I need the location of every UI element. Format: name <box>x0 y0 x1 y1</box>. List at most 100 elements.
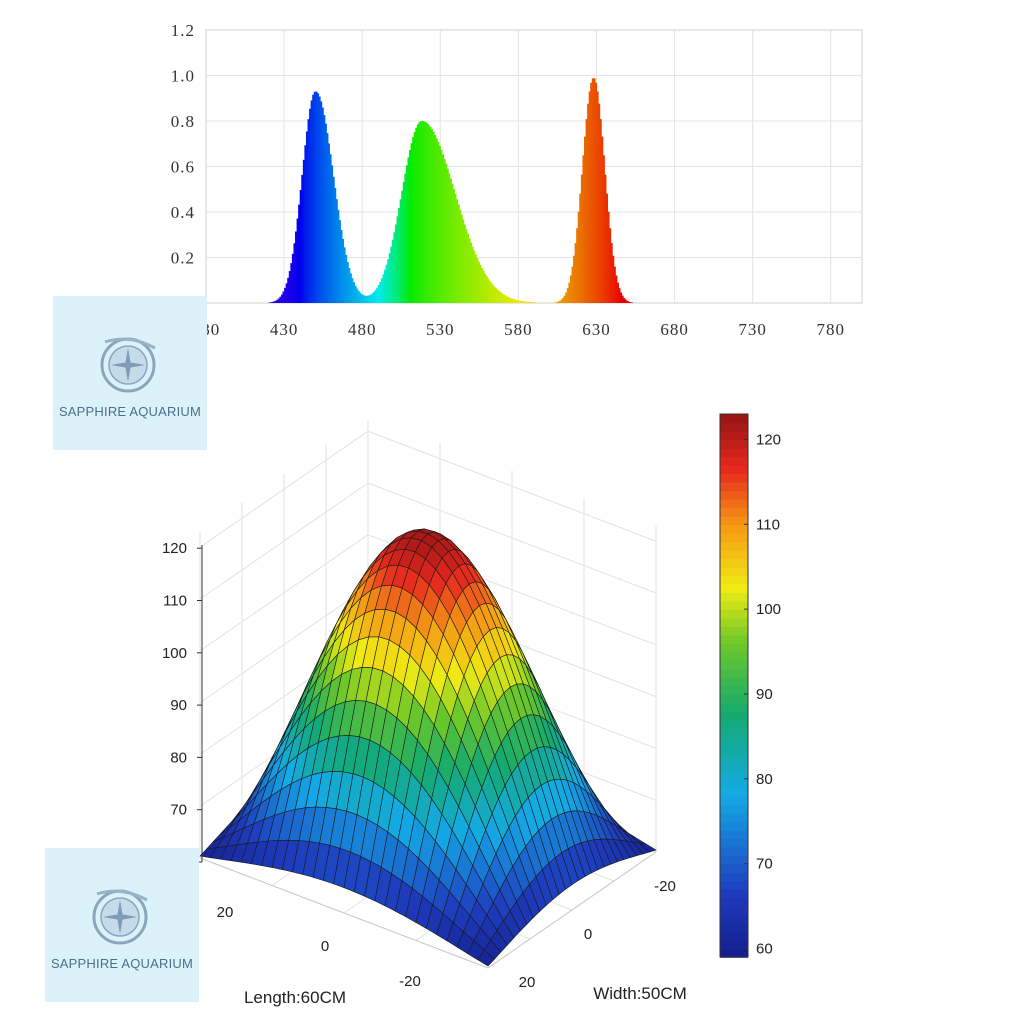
spectrum-bar <box>588 91 591 303</box>
spectrum-bar <box>401 190 404 303</box>
spectrum-bar <box>429 127 432 303</box>
colorbar-segment <box>720 490 748 500</box>
spectrum-bar <box>435 138 438 303</box>
colorbar-segment <box>720 600 748 610</box>
spectrum-bar <box>379 281 382 303</box>
spectrum-bar <box>488 280 491 303</box>
spectrum-bar <box>451 183 454 303</box>
colorbar-segment <box>720 609 748 619</box>
colorbar-segment <box>720 821 748 831</box>
spectrum-bar <box>490 282 493 303</box>
colorbar-segment <box>720 430 748 441</box>
spectrum-bar <box>384 269 387 303</box>
colorbar-segment <box>720 863 748 873</box>
spectrum-bar <box>494 288 498 303</box>
colorbar-segment <box>720 787 748 797</box>
spectrum-bar <box>616 282 619 303</box>
spectrum-bar <box>271 301 274 303</box>
width-tick-label: -20 <box>654 878 676 895</box>
spectrum-bar <box>371 293 374 303</box>
spectrum-bar <box>605 193 609 303</box>
spectrum-bar <box>346 261 349 303</box>
spectrum-bar <box>566 288 569 303</box>
spectrum-bar <box>534 302 537 303</box>
colorbar-segment <box>720 931 748 941</box>
colorbar-segment <box>720 736 748 746</box>
spectrum-bar <box>462 219 465 303</box>
spectrum-bar <box>449 178 452 303</box>
colorbar-segment <box>720 744 748 755</box>
spectrum-bar <box>370 294 373 303</box>
spectrum-bar <box>279 296 282 303</box>
colorbar-segment <box>720 727 748 738</box>
spectrum-bar <box>316 93 320 303</box>
colorbar-segment <box>720 541 748 551</box>
spectrum-bar <box>613 266 616 303</box>
spectrum-bar <box>602 155 605 303</box>
z-tick-label: 80 <box>170 749 187 766</box>
spectrum-bar <box>471 246 474 303</box>
spectrum-bar <box>335 199 338 303</box>
spectrum-bar <box>557 301 560 303</box>
spectrum-bar <box>285 283 288 303</box>
spectrum-bar <box>493 286 496 303</box>
spectrum-bar <box>523 301 526 303</box>
spectrum-bar <box>515 299 518 303</box>
spectrum-bar <box>327 143 330 303</box>
spectrum-bar <box>507 297 510 303</box>
spectrum-bar <box>554 302 557 303</box>
spectrum-bar <box>276 299 279 303</box>
spectrum-bar <box>377 285 380 303</box>
spectrum-bar <box>388 253 391 303</box>
length-tick-label: 0 <box>321 938 329 955</box>
spectrum-bar <box>427 125 430 303</box>
spectrum-bar <box>526 301 529 303</box>
colorbar-segment <box>720 710 748 721</box>
spectrum-bar <box>571 266 574 303</box>
colorbar-segment <box>720 549 748 560</box>
spectrum-bar <box>485 276 488 303</box>
spectrum-bar <box>284 287 287 303</box>
colorbar-segment <box>720 481 748 492</box>
spectrum-bar <box>524 301 527 303</box>
spectrum-bar <box>530 302 534 303</box>
colorbar-segment <box>720 456 748 466</box>
y-tick-label: 0.6 <box>171 158 195 177</box>
spectrum-bar <box>562 297 565 303</box>
spectrum-bar <box>454 194 457 303</box>
colorbar-segment <box>720 795 748 806</box>
spectrum-bar <box>410 143 413 303</box>
spectrum-bar <box>380 278 384 303</box>
spectrum-bar <box>516 300 519 303</box>
spectrum-bar <box>591 78 594 303</box>
spectrum-bar <box>290 263 293 303</box>
spectrum-bar <box>440 150 443 303</box>
colorbar-segment <box>720 532 748 543</box>
spectrum-bar <box>501 293 504 303</box>
colorbar-segment <box>720 558 748 568</box>
width-tick-label: 20 <box>519 974 536 991</box>
y-tick-label: 0.4 <box>171 203 195 222</box>
spectrum-bar <box>304 145 307 303</box>
spectrum-bar <box>593 78 596 303</box>
spectrum-bar <box>312 94 315 303</box>
spectrum-bar <box>404 173 407 303</box>
y-tick-label: 0.8 <box>171 112 195 131</box>
spectrum-bar <box>305 131 309 303</box>
colorbar-segment <box>720 464 748 475</box>
spectrum-bar <box>409 150 412 303</box>
spectrum-bar <box>579 193 582 303</box>
spectrum-bar <box>421 121 424 304</box>
colorbar-segment <box>720 634 748 644</box>
spectrum-bar <box>323 115 326 303</box>
spectrum-bar <box>585 119 588 304</box>
colorbar-segment <box>720 617 748 627</box>
spectrum-bar <box>351 278 354 303</box>
spectrum-bar <box>341 238 345 303</box>
spectrum-bar <box>398 207 401 303</box>
colorbar-segment <box>720 702 748 712</box>
spectrum-bar <box>583 136 587 303</box>
floor-edge <box>199 851 657 969</box>
colorbar-segment <box>720 414 748 424</box>
spectrum-bar <box>357 290 360 303</box>
